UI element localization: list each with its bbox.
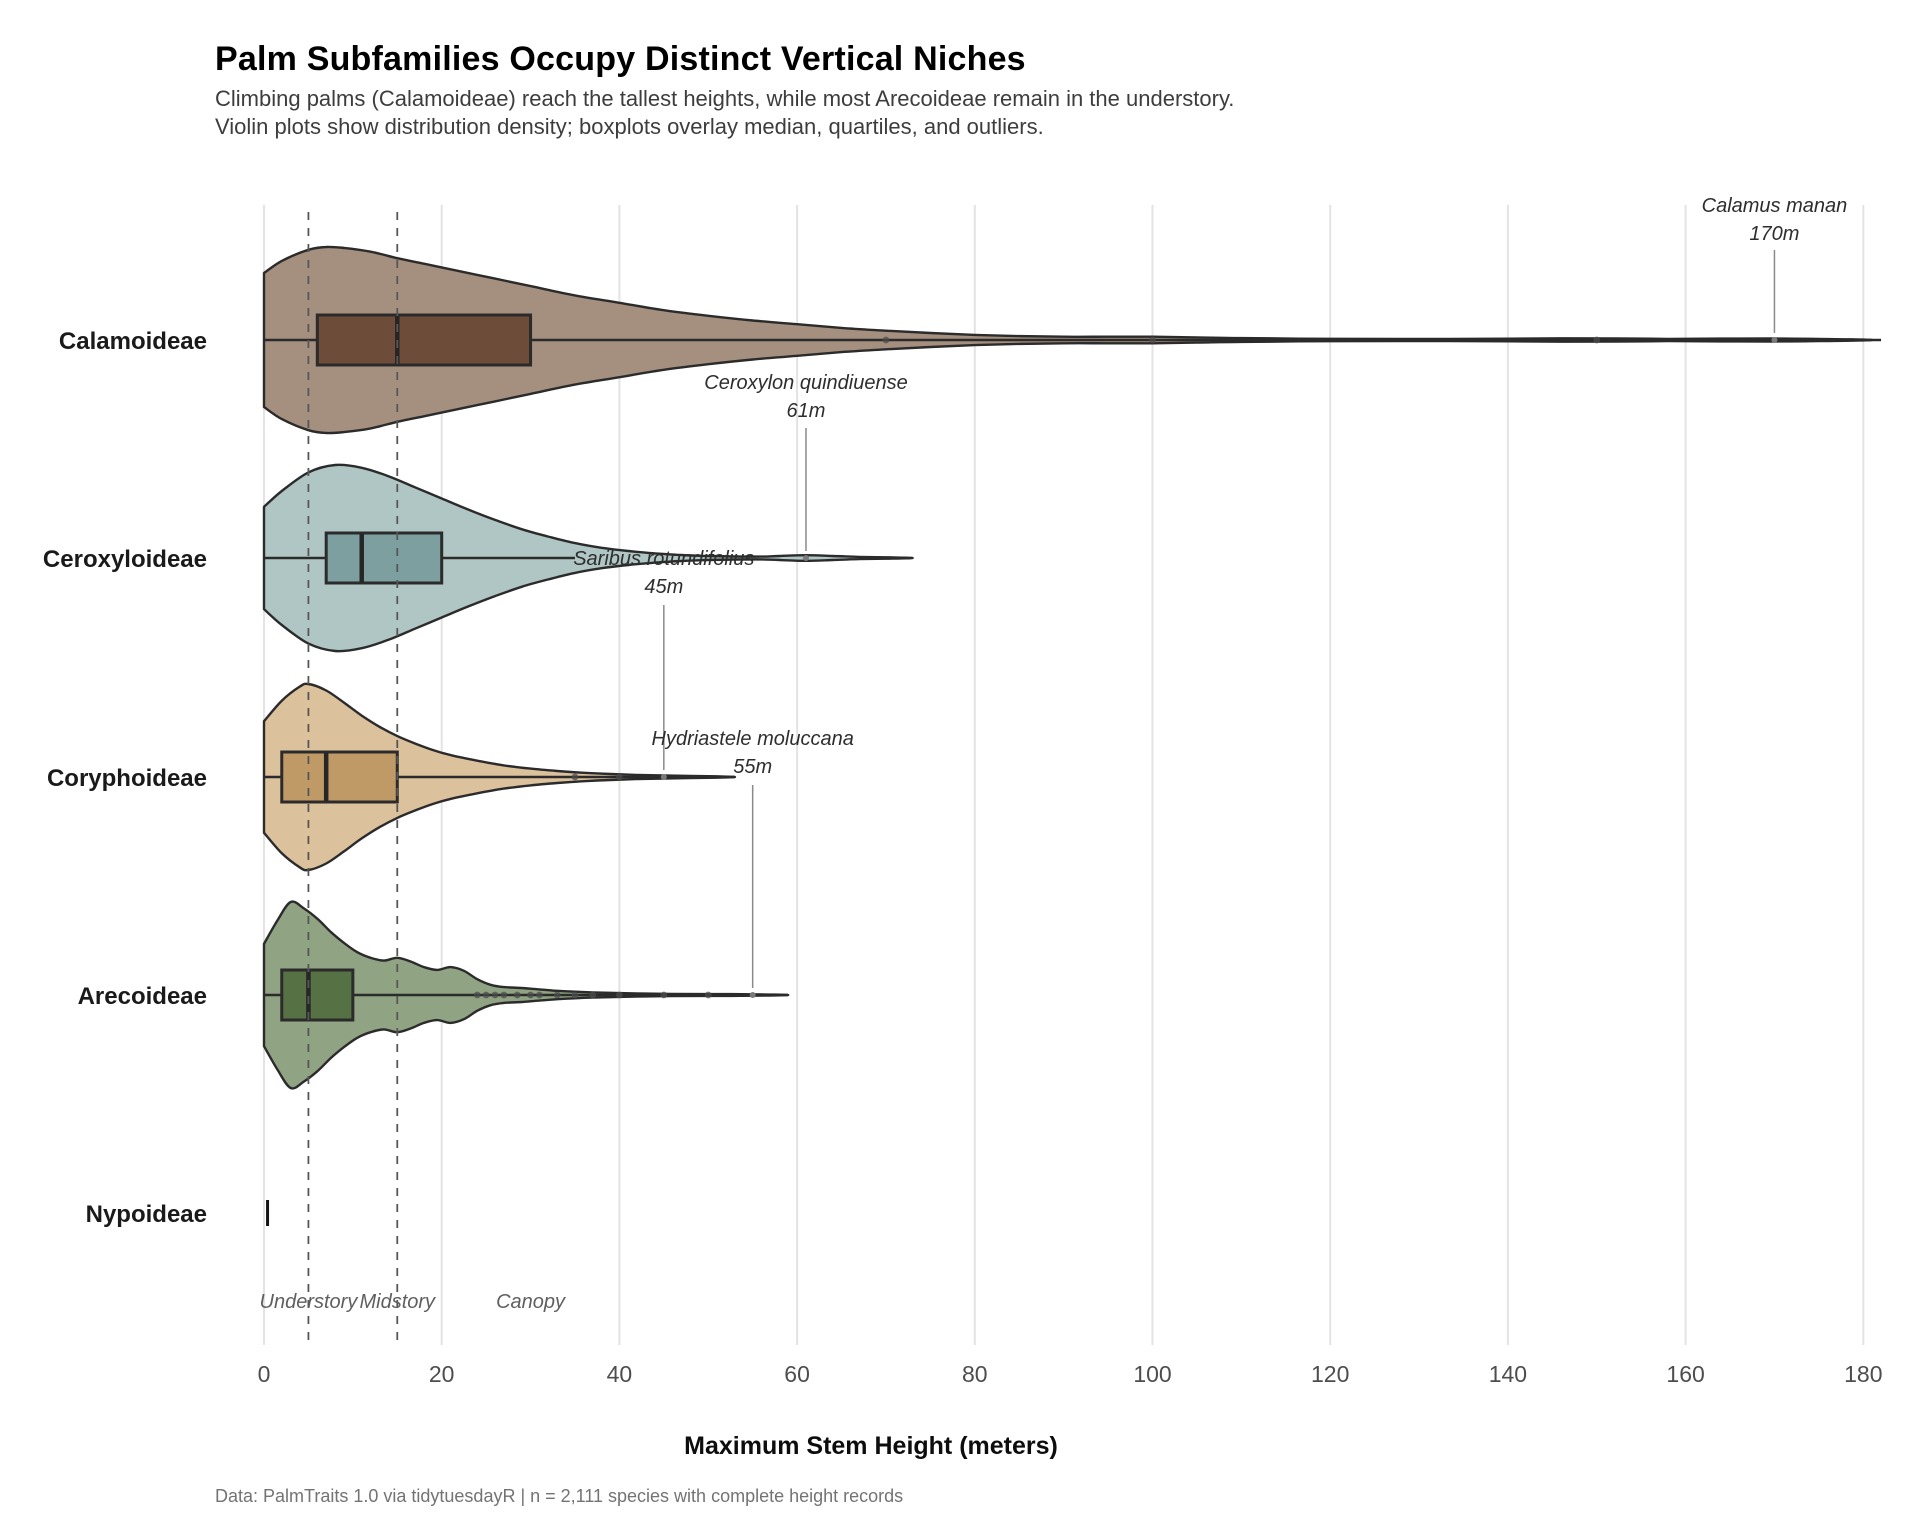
annotation-point: [802, 555, 809, 561]
x-tick-label-100: 100: [1133, 1361, 1171, 1387]
annotation-value: 55m: [733, 756, 772, 778]
y-axis-label-nypoideae: Nypoideae: [86, 1201, 207, 1228]
outlier-point-arecoideae: [536, 991, 543, 999]
y-axis-label-coryphoideae: Coryphoideae: [47, 765, 207, 792]
zone-label-canopy: Canopy: [496, 1291, 566, 1313]
boxplot-arecoideae: [280, 968, 355, 1022]
x-tick-label-60: 60: [784, 1361, 810, 1387]
annotation-point: [749, 992, 756, 998]
annotation-species: Hydriastele moluccana: [652, 728, 854, 750]
outlier-point-coryphoideae: [571, 773, 579, 781]
annotation-point: [660, 774, 667, 780]
outlier-point-coryphoideae: [616, 773, 623, 781]
annotation-value: 61m: [787, 400, 826, 422]
outlier-point-arecoideae: [553, 991, 561, 999]
boxplot-coryphoideae: [280, 750, 399, 804]
outlier-point-arecoideae: [527, 991, 534, 999]
x-tick-label-180: 180: [1844, 1361, 1882, 1387]
outlier-point-arecoideae: [473, 991, 481, 999]
y-axis-label-arecoideae: Arecoideae: [78, 983, 207, 1010]
boxplot-calamoideae: [315, 313, 533, 367]
outlier-point-arecoideae: [660, 991, 668, 999]
boxplot-ceroxyloideae: [324, 531, 444, 585]
page-title: Palm Subfamilies Occupy Distinct Vertica…: [215, 40, 1026, 78]
outlier-point-arecoideae: [491, 991, 499, 999]
x-tick-label-140: 140: [1489, 1361, 1527, 1387]
outlier-point-calamoideae: [1593, 336, 1601, 344]
outlier-point-arecoideae: [571, 991, 579, 999]
violin-ceroxyloideae: [262, 463, 914, 653]
x-tick-label-160: 160: [1666, 1361, 1704, 1387]
x-tick-label-0: 0: [258, 1361, 271, 1387]
zone-label-understory: Understory: [260, 1291, 359, 1313]
subtitle-line-1: Climbing palms (Calamoideae) reach the t…: [215, 86, 1235, 111]
subtitle-line-2: Violin plots show distribution density; …: [215, 114, 1044, 139]
annotation-value: 45m: [644, 576, 683, 598]
annotation-species: Saribus rotundifolius: [573, 548, 754, 570]
x-axis-title: Maximum Stem Height (meters): [684, 1432, 1058, 1460]
x-tick-label-20: 20: [429, 1361, 455, 1387]
outlier-point-arecoideae: [616, 991, 623, 999]
annotation-species: Calamus manan: [1702, 195, 1848, 217]
annotation-point: [1771, 337, 1778, 343]
annotation-value: 170m: [1749, 223, 1799, 245]
outlier-point-arecoideae: [589, 991, 597, 999]
outlier-point-arecoideae: [482, 991, 490, 999]
outlier-point-arecoideae: [500, 991, 508, 999]
outlier-point-calamoideae: [882, 336, 890, 344]
y-axis-label-calamoideae: Calamoideae: [59, 328, 207, 355]
zone-label-midstory: Midstory: [359, 1291, 436, 1313]
x-tick-label-120: 120: [1311, 1361, 1349, 1387]
x-tick-label-80: 80: [962, 1361, 988, 1387]
outlier-point-arecoideae: [704, 991, 712, 999]
x-tick-label-40: 40: [607, 1361, 633, 1387]
data-source-caption: Data: PalmTraits 1.0 via tidytuesdayR | …: [215, 1486, 904, 1506]
outlier-point-calamoideae: [1149, 336, 1156, 344]
y-axis-label-ceroxyloideae: Ceroxyloideae: [43, 546, 207, 573]
annotation-species: Ceroxylon quindiuense: [704, 372, 907, 394]
outlier-point-arecoideae: [513, 991, 521, 999]
